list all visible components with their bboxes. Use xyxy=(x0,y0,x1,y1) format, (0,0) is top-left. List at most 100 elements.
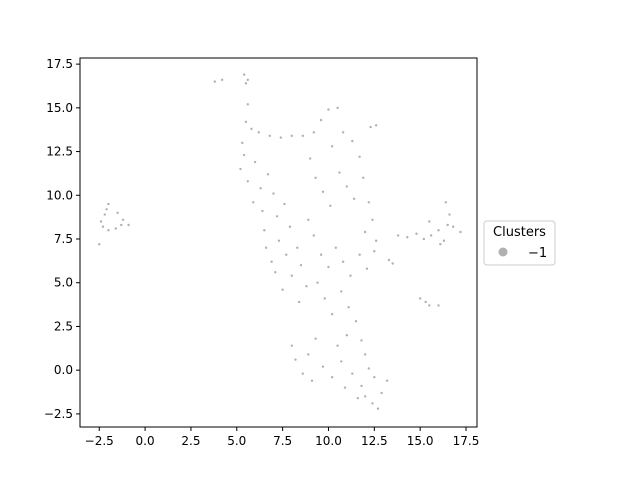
x-tick-label: 15.0 xyxy=(407,434,434,448)
data-point xyxy=(380,391,383,395)
data-point xyxy=(340,360,343,363)
data-point xyxy=(288,225,292,228)
data-point xyxy=(327,108,330,111)
data-point xyxy=(259,187,262,190)
data-point xyxy=(272,192,275,195)
data-point xyxy=(127,223,130,227)
data-point xyxy=(321,190,325,193)
data-point xyxy=(437,304,440,307)
x-tick-label: 17.5 xyxy=(453,434,480,448)
data-point xyxy=(374,239,378,242)
data-point xyxy=(257,131,260,134)
data-point xyxy=(334,246,337,249)
data-point xyxy=(316,281,319,284)
data-point xyxy=(99,220,103,223)
data-point xyxy=(371,218,374,221)
x-tick-label: 0.0 xyxy=(136,434,155,448)
y-tick-label: 10.0 xyxy=(46,188,73,202)
data-point xyxy=(239,167,242,171)
data-point xyxy=(323,297,326,300)
data-point xyxy=(363,230,367,234)
points-layer xyxy=(98,73,462,410)
data-point xyxy=(314,176,317,179)
legend-title: Clusters xyxy=(493,225,546,240)
data-point xyxy=(330,313,334,316)
data-point xyxy=(374,124,378,127)
data-point xyxy=(371,402,374,405)
data-point xyxy=(290,134,293,138)
data-point xyxy=(114,227,117,230)
y-tick-label: −2.5 xyxy=(44,407,73,421)
data-point xyxy=(301,372,304,375)
data-point xyxy=(358,155,361,159)
data-point xyxy=(442,239,446,242)
data-point xyxy=(307,218,310,221)
x-tick-label: 5.0 xyxy=(227,434,246,448)
data-point xyxy=(263,229,266,232)
data-point xyxy=(437,229,440,232)
data-point xyxy=(347,306,350,309)
data-point xyxy=(319,253,323,256)
y-tick-label: 17.5 xyxy=(46,57,73,71)
data-point xyxy=(213,80,216,83)
data-point xyxy=(391,262,394,265)
data-point xyxy=(352,197,356,200)
data-point xyxy=(294,358,297,361)
data-point xyxy=(406,236,409,239)
data-point xyxy=(290,344,293,347)
data-point xyxy=(367,201,371,204)
data-point xyxy=(266,173,270,176)
data-point xyxy=(330,375,334,379)
x-axis: −2.5 0.0 2.5 5.0 7.5 10.0 12.5 15.0 17.5 xyxy=(85,427,480,448)
data-point xyxy=(120,223,123,227)
data-point xyxy=(356,396,360,400)
data-point xyxy=(103,213,106,216)
data-point xyxy=(354,320,358,323)
data-point xyxy=(308,157,312,160)
legend-entry-label: −1 xyxy=(528,246,547,261)
data-point xyxy=(429,234,433,237)
data-point xyxy=(277,239,281,242)
data-point xyxy=(290,274,293,277)
data-point xyxy=(274,271,277,274)
data-point xyxy=(343,386,347,389)
x-tick-label: −2.5 xyxy=(85,434,114,448)
data-point xyxy=(121,218,125,221)
data-point xyxy=(242,153,246,157)
x-tick-label: 2.5 xyxy=(181,434,200,448)
data-point xyxy=(336,344,339,347)
data-point xyxy=(246,78,249,82)
data-point xyxy=(360,339,363,342)
data-point xyxy=(261,209,264,213)
data-point xyxy=(107,229,110,232)
data-point xyxy=(299,264,303,267)
data-point xyxy=(351,139,354,143)
data-point xyxy=(362,176,365,179)
data-point xyxy=(336,106,339,110)
data-point xyxy=(285,253,288,256)
data-point xyxy=(98,243,101,246)
data-point xyxy=(363,353,367,356)
data-point xyxy=(345,333,349,337)
data-point xyxy=(439,243,442,246)
data-point xyxy=(341,131,345,134)
data-point xyxy=(105,208,108,211)
data-point xyxy=(242,73,246,76)
data-point xyxy=(428,220,431,223)
y-tick-label: 7.5 xyxy=(54,232,73,246)
data-point xyxy=(321,365,325,368)
data-point xyxy=(107,202,110,206)
data-point xyxy=(396,234,400,237)
data-point xyxy=(301,134,304,138)
data-point xyxy=(446,223,449,227)
data-point xyxy=(387,258,391,262)
data-point xyxy=(244,120,248,124)
data-point xyxy=(338,171,341,174)
data-point xyxy=(459,230,462,234)
data-point xyxy=(341,260,345,263)
data-point xyxy=(270,260,273,263)
y-tick-label: 0.0 xyxy=(54,363,73,377)
data-point xyxy=(305,285,308,288)
data-point xyxy=(363,395,367,398)
